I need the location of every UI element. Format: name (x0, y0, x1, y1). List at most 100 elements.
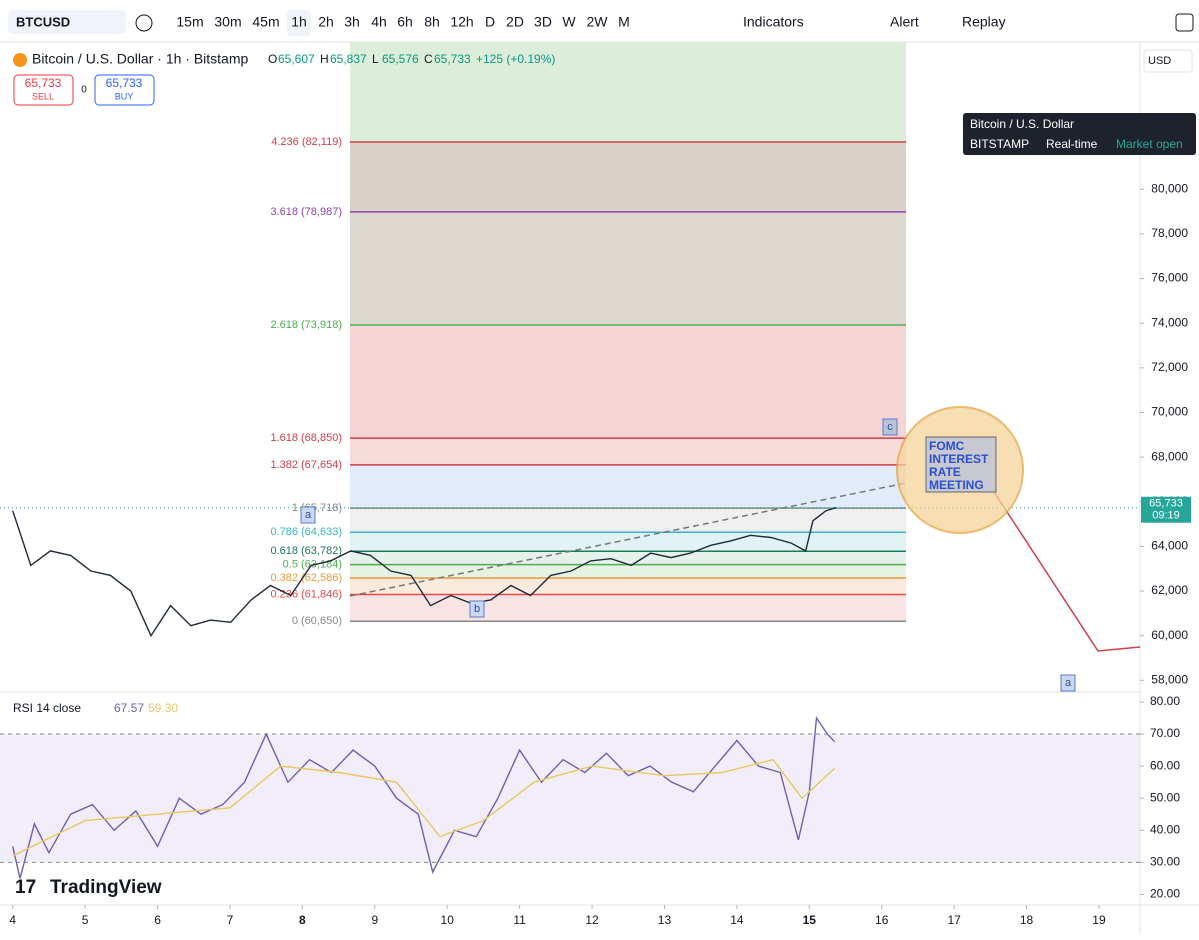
price-tick-label: 60,000 (1151, 628, 1188, 642)
wave-box (469, 600, 485, 618)
tooltip-exchange: BITSTAMP (970, 137, 1029, 151)
interval-button[interactable]: 3D (534, 14, 552, 30)
interval-button[interactable]: 2D (506, 14, 524, 30)
fib-zone (350, 508, 906, 533)
rsi-tick-label: 70.00 (1150, 726, 1180, 740)
interval-button[interactable]: 15m (176, 14, 203, 30)
fib-label: 0.236 (61,846) (270, 588, 342, 600)
fib-label: 1.382 (67,654) (270, 459, 342, 471)
ohlc-value: 65,607 (278, 52, 315, 66)
ohlc-key: L (372, 52, 379, 66)
symbol[interactable]: BTCUSD (16, 14, 70, 29)
buy-label: BUY (115, 91, 134, 101)
time-tick-label: 10 (441, 913, 455, 927)
fib-zone (350, 464, 906, 509)
fib-zone (350, 438, 906, 465)
price-tick-label: 70,000 (1151, 405, 1188, 419)
price-tick-label: 68,000 (1151, 449, 1188, 463)
tooltip-name: Bitcoin / U.S. Dollar (970, 117, 1074, 131)
interval-button[interactable]: D (485, 14, 495, 30)
rsi-value: 67.57 (114, 701, 144, 715)
fib-zone (350, 551, 906, 565)
currency[interactable]: USD (1148, 55, 1171, 67)
price-line (12, 507, 837, 638)
price-tick-label: 74,000 (1151, 315, 1188, 329)
wave-box (300, 506, 316, 524)
fib-zone (350, 325, 906, 439)
rsi-tick-label: 80.00 (1150, 694, 1180, 708)
active-interval-bg (287, 10, 311, 36)
wave-box (1060, 674, 1076, 692)
wave-box (882, 418, 898, 436)
time-tick-label: 15 (803, 913, 817, 927)
time-tick-label: 17 (947, 913, 961, 927)
rsi-tick-label: 50.00 (1150, 790, 1180, 804)
fib-label: 0.618 (63,782) (270, 545, 342, 557)
interval-button[interactable]: 6h (397, 14, 413, 30)
interval-button[interactable]: 45m (252, 14, 279, 30)
time-tick-label: 18 (1020, 913, 1034, 927)
sell-label: SELL (32, 91, 54, 101)
interval-button[interactable]: 2h (318, 14, 334, 30)
time-tick-label: 6 (154, 913, 161, 927)
change: +125 (+0.19%) (476, 52, 555, 66)
rsi-ma-value: 59.30 (148, 701, 178, 715)
rsi-band (0, 734, 1140, 863)
price-tick-label: 78,000 (1151, 226, 1188, 240)
fib-label: 4.236 (82,119) (271, 136, 342, 148)
buy-box[interactable] (94, 74, 155, 106)
interval-button[interactable]: M (618, 14, 630, 30)
fib-zone (350, 211, 906, 326)
last-price-tag (1141, 496, 1191, 523)
time-tick-label: 14 (730, 913, 744, 927)
toolbar-button[interactable]: Replay (962, 14, 1006, 30)
rsi-tick-label: 60.00 (1150, 758, 1180, 772)
wave-label: b (474, 603, 480, 615)
time-tick-label: 7 (227, 913, 234, 927)
ohlc-key: H (320, 52, 329, 66)
time-tick-label: 19 (1092, 913, 1106, 927)
price-tick-label: 72,000 (1151, 360, 1188, 374)
chart-title: Bitcoin / U.S. Dollar · 1h · Bitstamp (32, 51, 249, 67)
event-box (925, 436, 997, 493)
toolbar-button[interactable]: Indicators (743, 14, 804, 30)
interval-button[interactable]: 3h (344, 14, 360, 30)
time-tick-label: 12 (585, 913, 599, 927)
ohlc-key: C (424, 52, 433, 66)
sell-box[interactable] (13, 74, 74, 106)
fib-label: 1.618 (68,850) (270, 432, 342, 444)
add-symbol[interactable] (135, 14, 153, 32)
time-tick-label: 13 (658, 913, 672, 927)
last-price: 65,733 (1149, 498, 1183, 510)
layout-button[interactable] (1175, 13, 1194, 32)
price-tick-label: 76,000 (1151, 271, 1188, 285)
time-tick-label: 8 (299, 913, 306, 927)
time-tick-label: 5 (82, 913, 89, 927)
fib-zone (350, 42, 906, 142)
time-tick-label: 16 (875, 913, 889, 927)
toolbar-button[interactable]: Alert (890, 14, 919, 30)
interval-button[interactable]: 30m (214, 14, 241, 30)
fib-label: 0.786 (64,633) (270, 526, 342, 538)
countdown: 09:19 (1152, 510, 1180, 522)
trend-line (349, 482, 907, 597)
symbol-box[interactable] (8, 10, 126, 34)
rsi-tick-label: 20.00 (1150, 887, 1180, 901)
currency-box[interactable] (1143, 49, 1193, 73)
interval-button[interactable]: 2W (587, 14, 609, 30)
rsi-line (12, 716, 836, 879)
interval-button[interactable]: 4h (371, 14, 387, 30)
buy-price: 65,733 (106, 76, 143, 90)
tooltip-bg (963, 113, 1196, 155)
rsi-tick-label: 30.00 (1150, 855, 1180, 869)
interval-button[interactable]: 1h (291, 14, 307, 30)
interval-button[interactable]: 12h (450, 14, 473, 30)
interval-button[interactable]: W (562, 14, 576, 30)
event-label: FOMC INTEREST RATE MEETING (929, 439, 989, 492)
brand-logo: 17 (15, 877, 36, 898)
price-tick-label: 58,000 (1151, 673, 1188, 687)
time-tick-label: 11 (513, 913, 526, 927)
fib-zone (350, 564, 906, 578)
interval-button[interactable]: 8h (424, 14, 440, 30)
